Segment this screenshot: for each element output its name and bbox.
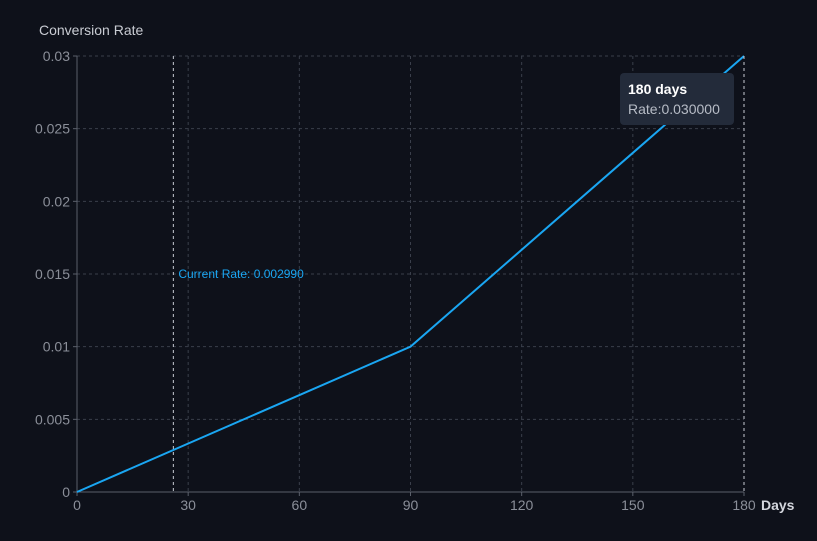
y-tick-label: 0.02 [43, 193, 70, 209]
y-tick-label: 0.005 [35, 411, 70, 427]
x-tick-label: 90 [403, 497, 419, 513]
x-tick-label: 150 [621, 497, 645, 513]
y-tick-label: 0.03 [43, 48, 70, 64]
tooltip: 180 days Rate:0.030000 [620, 56, 745, 492]
x-tick-label: 30 [180, 497, 196, 513]
x-axis-title: Days [761, 497, 795, 513]
x-tick-label: 180 [732, 497, 756, 513]
x-tick-label: 120 [510, 497, 534, 513]
tooltip-value: Rate:0.030000 [628, 101, 720, 117]
tick-labels: 0 0.005 0.01 0.015 0.02 0.025 0.03 0 30 60 90 120 15… [35, 48, 756, 513]
x-tick-label: 60 [292, 497, 308, 513]
x-tick-label: 0 [73, 497, 81, 513]
y-axis-title: Conversion Rate [39, 22, 143, 38]
series-line [76, 55, 745, 493]
current-rate-marker: Current Rate: 0.002990 [172, 56, 304, 492]
y-tick-label: 0.015 [35, 266, 70, 282]
y-tick-label: 0.025 [35, 121, 70, 137]
y-tick-label: 0.01 [43, 339, 70, 355]
tooltip-title: 180 days [628, 81, 687, 97]
series-lines [76, 55, 745, 493]
tooltip-box [620, 73, 734, 125]
current-rate-label: Current Rate: 0.002990 [178, 267, 304, 281]
y-tick-label: 0 [62, 484, 70, 500]
